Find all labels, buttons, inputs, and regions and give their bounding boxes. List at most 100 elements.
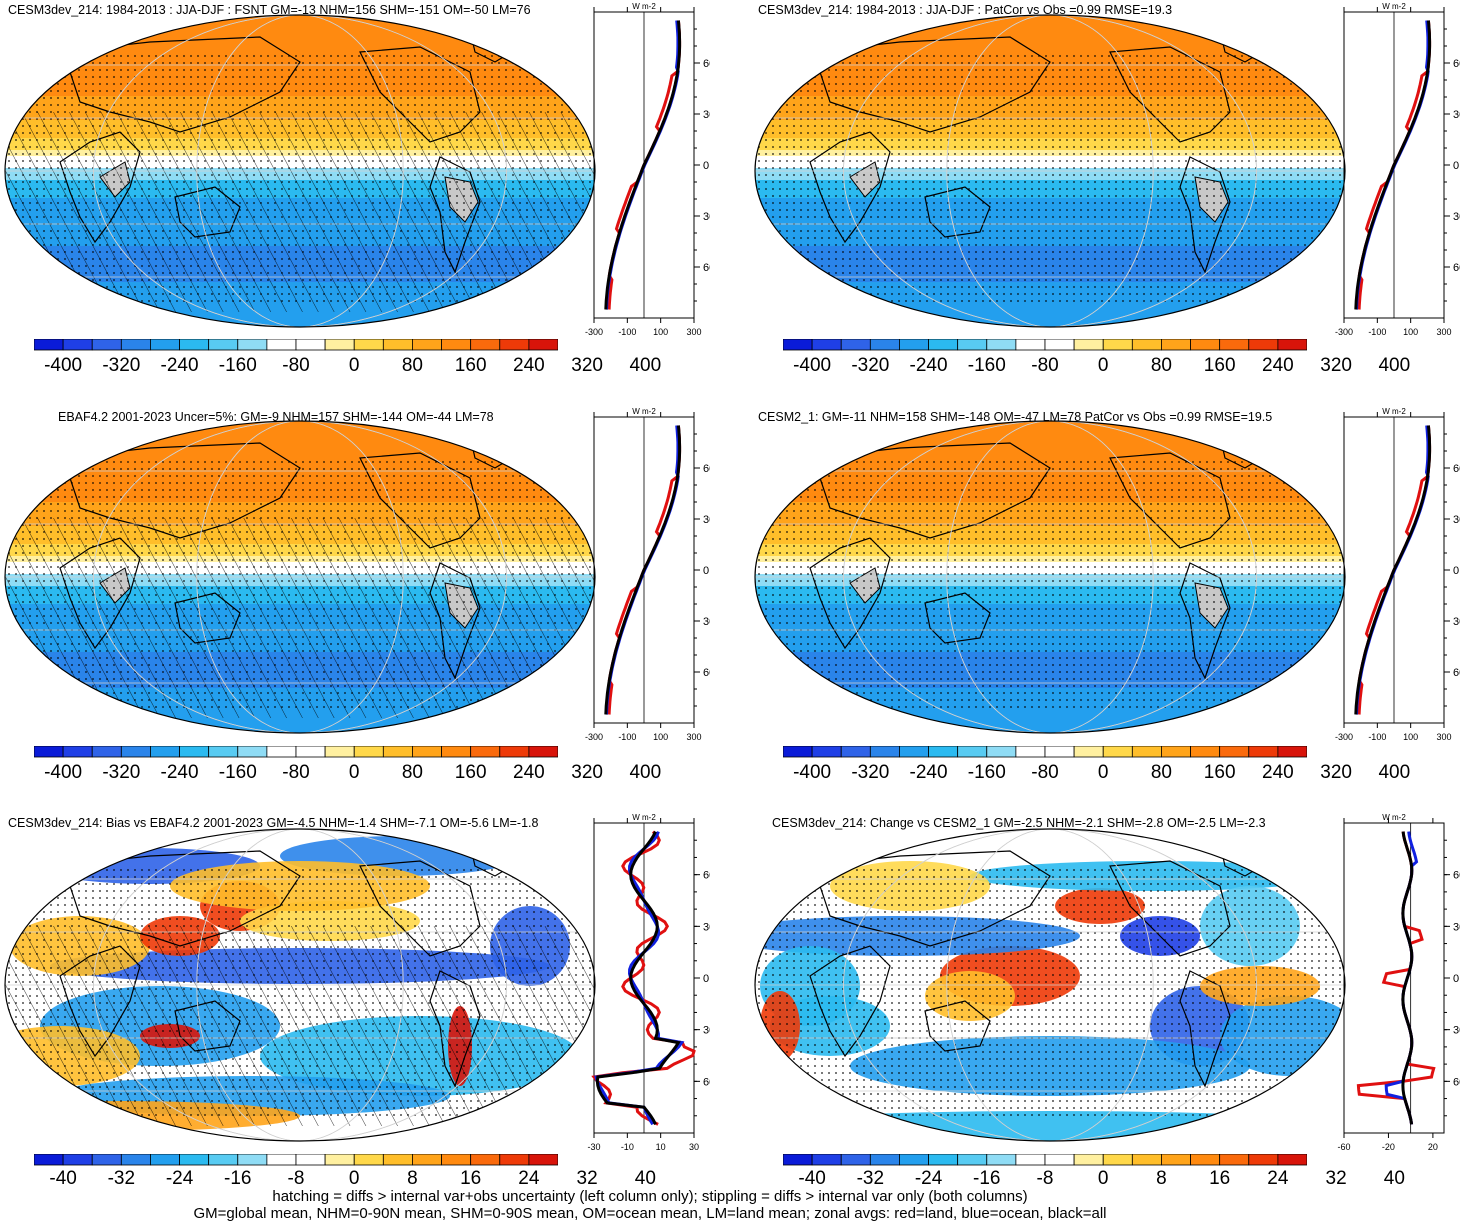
colorbar-tick-label: -8: [1036, 1168, 1054, 1189]
x-tick-label: -300: [1335, 732, 1353, 742]
map-field: [5, 15, 595, 327]
lat-tick-label: 60S: [703, 262, 710, 274]
field-band: [755, 724, 1345, 731]
colorbar: [783, 1154, 1307, 1166]
colorbar-tick-label: -16: [973, 1168, 1001, 1189]
colorbar-swatch: [1102, 339, 1133, 351]
colorbar-tick-label: 16: [460, 1168, 482, 1189]
colorbar-swatch: [62, 746, 93, 758]
colorbar-swatch: [412, 339, 442, 351]
lat-tick-label: 0: [1453, 973, 1459, 985]
colorbar-swatch: [811, 746, 842, 758]
map-border: [4, 828, 596, 1142]
zonal-curve: [604, 425, 682, 715]
panel-title: CESM3dev_214: 1984-2013 : JJA-DJF : PatC…: [758, 3, 1173, 17]
graticule-lon: [196, 421, 404, 733]
colorbar-swatch: [266, 1154, 297, 1166]
colorbar-swatch: [1015, 1154, 1046, 1166]
colorbar-tick-label: 0: [1097, 355, 1109, 376]
colorbar-swatch: [324, 746, 355, 758]
colorbar-tick-label: 320: [571, 762, 603, 783]
colorbar-tick-label: 320: [571, 355, 603, 376]
map-field: [5, 421, 595, 733]
colorbar-tick-label: -160: [967, 355, 1006, 376]
field-band: [5, 48, 595, 55]
lat-tick-label: 60N: [703, 58, 710, 70]
colorbar-swatch: [412, 1154, 442, 1166]
lat-tick-label: 60N: [703, 463, 710, 475]
colorbar-swatch: [91, 339, 122, 351]
colorbar-tick-label: 80: [401, 762, 424, 783]
field-band: [5, 448, 595, 455]
graticule-lon: [196, 15, 404, 327]
colorbar-tick-label: 320: [1320, 762, 1352, 783]
x-tick-label: 30: [689, 1142, 699, 1152]
zonal-unit-label: W m-2: [632, 813, 656, 822]
field-band: [755, 324, 1345, 327]
global-map: [4, 14, 596, 328]
zonal-mean-plot: W m-2 -300 -100 100 300 60N 30N 0 30S 60S: [1335, 407, 1460, 742]
field-band: [5, 318, 595, 325]
colorbar-tick-label: 320: [1320, 355, 1352, 376]
colorbar-labels: -40 -32 -24 -16 -8 0 8 16 24 32 40: [783, 1168, 1405, 1192]
lat-tick-label: 60N: [703, 870, 710, 882]
field-band: [755, 48, 1345, 55]
colorbar-swatch: [528, 746, 558, 758]
colorbar-swatch: [957, 1154, 988, 1166]
colorbar-tick-label: -240: [909, 355, 948, 376]
colorbar-swatch: [899, 746, 929, 758]
colorbar-labels: -400 -320 -240 -160 -80 0 80 160 240 320 400: [34, 762, 661, 786]
colorbar-swatch: [441, 1154, 472, 1166]
zonal-curve: [1354, 425, 1432, 715]
colorbar-swatch: [34, 746, 64, 758]
panel-title: CESM3dev_214: Change vs CESM2_1 GM=-2.5 …: [772, 816, 1266, 830]
colorbar-tick-label: 400: [629, 762, 662, 783]
global-map: [4, 420, 596, 734]
x-tick-label: -300: [1335, 327, 1353, 337]
colorbar-swatch: [840, 339, 871, 351]
colorbar-swatch: [1248, 746, 1279, 758]
colorbar-swatch: [150, 339, 180, 351]
field-band: [755, 24, 1345, 31]
lat-tick-label: 60S: [1453, 1076, 1460, 1088]
lat-tick-label: 30S: [1453, 211, 1460, 223]
colorbar-swatch: [470, 339, 501, 351]
stippling: [755, 52, 1345, 302]
map-field: [755, 829, 1345, 1141]
lat-tick-label: 30N: [1453, 921, 1460, 933]
x-tick-label: -10: [621, 1142, 634, 1152]
colorbar-swatch: [324, 1154, 355, 1166]
colorbar-swatch: [1102, 1154, 1133, 1166]
graticule-lon: [93, 15, 507, 327]
colorbar-swatch: [1073, 746, 1104, 758]
colorbar-tick-label: -80: [1031, 355, 1059, 376]
field-band: [5, 312, 595, 319]
field-band: [755, 318, 1345, 325]
map-border: [754, 14, 1346, 328]
lat-tick-label: 0: [703, 565, 709, 577]
map-border: [754, 420, 1346, 734]
lat-tick-label: 60N: [1453, 870, 1460, 882]
zonal-mean-plot: W m-2 -300 -100 100 300 60N 30N 0 30S 60S: [1335, 2, 1460, 337]
lat-tick-label: 30S: [703, 211, 710, 223]
field-band: [755, 436, 1345, 443]
zonal-curve: [605, 425, 680, 715]
colorbar-tick-label: 24: [1267, 1168, 1289, 1189]
colorbar-swatch: [179, 1154, 210, 1166]
colorbar-swatch: [120, 746, 151, 758]
hatching: [5, 926, 595, 1126]
colorbar-swatch: [237, 1154, 268, 1166]
footer-note-legend: GM=global mean, NHM=0-90N mean, SHM=0-90…: [193, 1205, 1107, 1222]
colorbar-swatch: [986, 339, 1017, 351]
lat-tick-label: 30N: [703, 921, 710, 933]
colorbar-tick-label: 0: [348, 355, 360, 376]
lat-tick-label: 60S: [1453, 262, 1460, 274]
zonal-mean-plot: W m-2 -60 -20 20 60N 30N 0 30S 60S: [1337, 813, 1460, 1152]
map-field: [755, 15, 1345, 327]
colorbar-swatch: [91, 746, 122, 758]
colorbar-tick-label: -24: [914, 1168, 943, 1189]
colorbar-tick-label: 400: [1378, 355, 1411, 376]
colorbar-swatch: [34, 339, 64, 351]
panel-title: EBAF4.2 2001-2023 Uncer=5%: GM=-9 NHM=15…: [58, 410, 494, 424]
colorbar-swatch: [1015, 339, 1046, 351]
